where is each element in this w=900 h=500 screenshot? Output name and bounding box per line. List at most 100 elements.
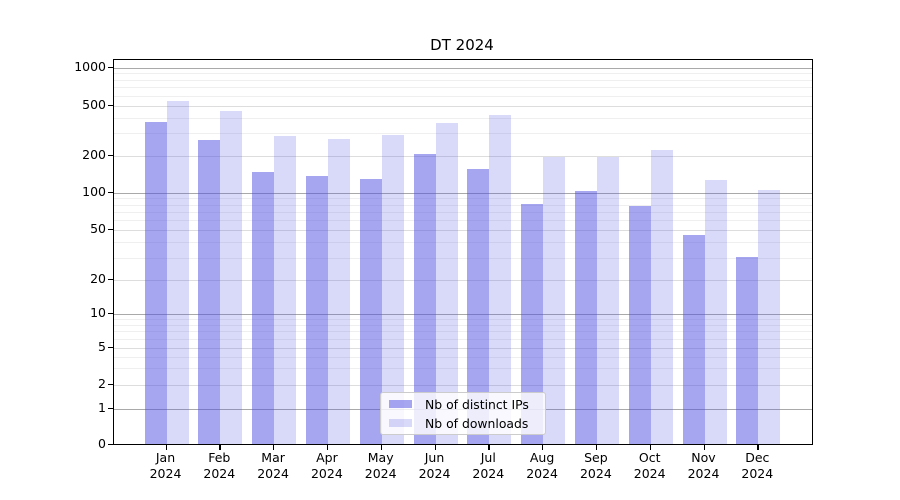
bar-distinct-ips (198, 139, 221, 444)
y-tick-label: 5 (98, 338, 106, 354)
bar-downloads (650, 149, 673, 444)
gridline (114, 257, 812, 259)
bar-distinct-ips (144, 122, 167, 444)
gridline (114, 230, 812, 231)
gridline (114, 105, 812, 107)
gridline (114, 117, 812, 119)
y-tick-label: 1 (98, 400, 106, 415)
bar-downloads (435, 122, 458, 444)
y-tick-label: 50 (90, 221, 106, 236)
gridline (114, 368, 812, 370)
x-tick-mark (703, 444, 705, 450)
bar-distinct-ips (305, 176, 328, 444)
plot-area (113, 59, 813, 445)
x-tick-label: Dec 2024 (741, 450, 774, 481)
x-tick-mark (165, 444, 167, 450)
y-tick-mark (108, 443, 113, 445)
bar-distinct-ips (628, 206, 651, 444)
legend-label: Nb of downloads (425, 415, 529, 431)
gridline (114, 204, 812, 206)
gridline (114, 73, 812, 75)
y-tick-mark (108, 66, 113, 68)
gridline (114, 211, 812, 213)
x-tick-label: Jul 2024 (472, 450, 505, 481)
bar-downloads (758, 190, 781, 444)
x-tick-label: Nov 2024 (687, 450, 720, 481)
bar-distinct-ips (252, 171, 275, 444)
x-tick-mark (542, 444, 544, 450)
gridline (114, 279, 812, 281)
y-tick-mark (108, 104, 113, 106)
x-tick-mark (273, 444, 275, 450)
bar-downloads (489, 115, 512, 444)
legend-row: Nb of downloads (381, 416, 545, 431)
bar-distinct-ips (521, 204, 544, 444)
x-tick-label: May 2024 (364, 450, 397, 481)
y-tick-mark (108, 191, 113, 193)
x-tick-mark (326, 444, 329, 450)
bar-distinct-ips (467, 168, 490, 444)
x-tick-mark (434, 444, 436, 450)
x-tick-label: Aug 2024 (526, 450, 558, 481)
x-tick-mark (757, 444, 759, 450)
gridline (114, 155, 812, 157)
gridline (114, 79, 812, 81)
gridline (114, 384, 812, 386)
x-tick-mark (649, 444, 651, 450)
gridline (114, 242, 812, 244)
bar-downloads (543, 156, 566, 444)
gridline (114, 338, 812, 340)
bar-distinct-ips (413, 153, 436, 444)
gridline (114, 319, 812, 321)
gridline (114, 347, 812, 349)
y-tick-mark (108, 408, 113, 410)
x-tick-label: Feb 2024 (203, 450, 236, 481)
gridline (114, 133, 812, 135)
gridline (114, 67, 812, 69)
gridline (114, 331, 812, 333)
legend-swatch (389, 399, 412, 409)
legend-row: Nb of distinct IPs (381, 397, 545, 412)
y-tick-label: 2 (98, 375, 106, 391)
bar-distinct-ips (574, 191, 597, 444)
y-tick-mark (108, 229, 113, 231)
y-tick-mark (108, 154, 113, 156)
y-tick-label: 0 (98, 435, 106, 451)
y-tick-mark (108, 346, 113, 348)
gridline (114, 87, 812, 89)
gridline (114, 95, 812, 97)
x-tick-mark (488, 444, 490, 450)
y-tick-mark (108, 278, 113, 280)
x-tick-label: Oct 2024 (633, 450, 666, 481)
legend-label: Nb of distinct IPs (425, 396, 529, 412)
bar-downloads (220, 110, 243, 444)
bar-downloads (327, 138, 350, 444)
y-tick-label: 500 (82, 96, 106, 112)
x-tick-label: Mar 2024 (257, 450, 289, 481)
bar-downloads (166, 101, 189, 444)
gridline (114, 324, 812, 326)
chart-title: DT 2024 (430, 36, 494, 54)
legend: Nb of distinct IPs Nb of downloads (380, 392, 546, 435)
bar-downloads (381, 134, 404, 444)
y-tick-label: 200 (82, 146, 106, 162)
x-tick-label: Jan 2024 (149, 450, 182, 481)
gridline (114, 314, 812, 315)
x-tick-label: Jun 2024 (418, 450, 451, 481)
x-tick-mark (595, 444, 598, 450)
bar-distinct-ips (359, 178, 382, 444)
y-tick-mark (108, 383, 113, 385)
gridline (114, 220, 812, 222)
y-tick-label: 10 (90, 305, 106, 320)
legend-swatch (389, 418, 412, 428)
bar-downloads (704, 179, 727, 444)
x-tick-mark (219, 444, 221, 450)
x-tick-label: Apr 2024 (310, 450, 343, 481)
gridline (114, 356, 812, 358)
y-tick-label: 1000 (74, 58, 106, 74)
bar-distinct-ips (682, 235, 705, 444)
x-tick-mark (380, 444, 382, 450)
x-tick-label: Sep 2024 (579, 450, 612, 481)
bar-downloads (596, 156, 619, 444)
